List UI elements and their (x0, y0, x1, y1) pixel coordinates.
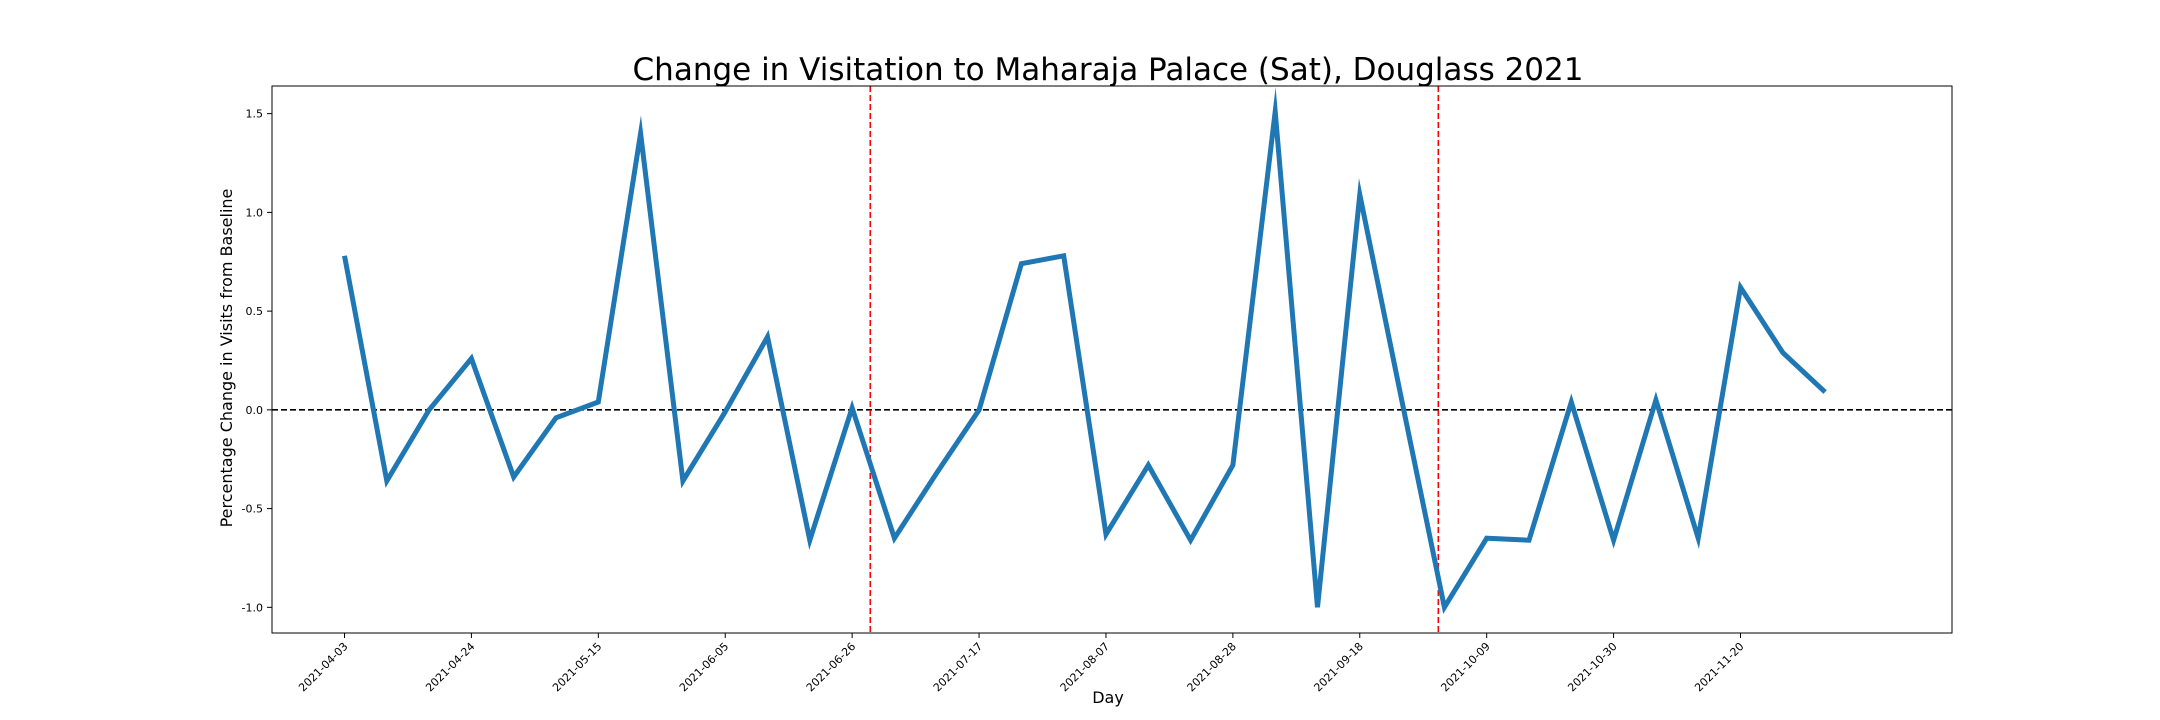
y-tick-label: 1.5 (246, 108, 264, 121)
x-tick-label: 2021-11-20 (1692, 640, 1746, 694)
x-tick-label: 2021-08-07 (1058, 640, 1112, 694)
x-tick-label: 2021-10-30 (1565, 640, 1619, 694)
y-tick-label: -1.0 (242, 601, 263, 614)
plot-area (271, 85, 1953, 634)
y-tick-label: -0.5 (242, 503, 263, 516)
series-line (342, 87, 1827, 615)
x-tick-label: 2021-07-17 (931, 640, 985, 694)
x-axis: 2021-04-03 2021-04-24 2021-05-15 2021-06-05… (296, 633, 1747, 694)
x-tick-label: 2021-05-15 (550, 640, 604, 694)
x-tick-label: 2021-09-18 (1311, 640, 1365, 694)
chart-title: Change in Visitation to Maharaja Palace … (633, 52, 1584, 88)
x-tick-label: 2021-08-28 (1185, 640, 1239, 694)
y-axis: -1.0 -0.5 0.0 0.5 1.0 1.5 (242, 108, 272, 614)
y-tick-label: 0.0 (246, 404, 264, 417)
y-tick-label: 0.5 (246, 305, 264, 318)
y-axis-label: Percentage Change in Visits from Baselin… (217, 189, 236, 528)
x-axis-label: Day (1092, 688, 1124, 707)
y-tick-label: 1.0 (246, 206, 264, 219)
x-tick-label: 2021-04-24 (423, 640, 477, 694)
x-tick-label: 2021-06-26 (804, 640, 858, 694)
x-tick-label: 2021-04-03 (296, 640, 350, 694)
plot-frame (271, 85, 1953, 634)
x-tick-label: 2021-06-05 (677, 640, 731, 694)
x-tick-label: 2021-10-09 (1438, 640, 1492, 694)
